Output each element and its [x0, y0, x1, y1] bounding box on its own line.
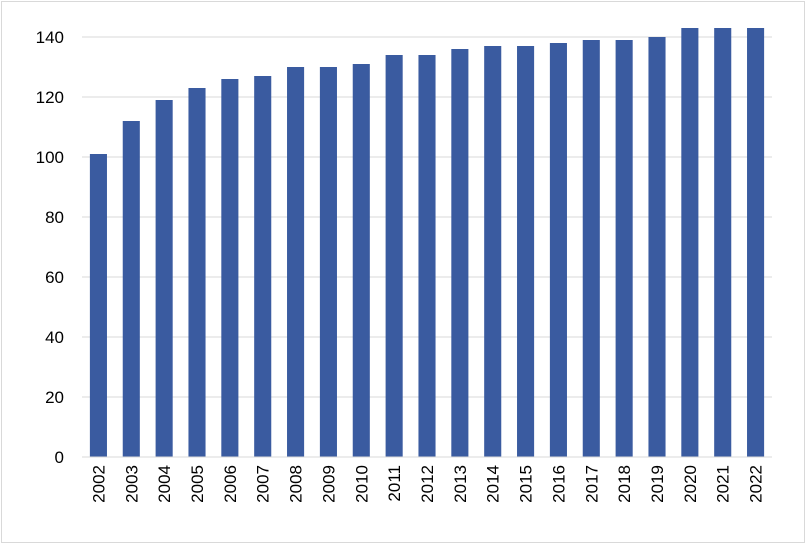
x-tick-label: 2003 — [122, 465, 141, 503]
y-tick-label: 20 — [45, 388, 64, 407]
x-axis-ticks: 2002 2003 2004 2005 2006 2007 2008 2009 2010 2011… — [89, 465, 765, 503]
bar-2009 — [319, 67, 337, 457]
bar-2012 — [418, 55, 436, 457]
x-tick-label: 2006 — [221, 465, 240, 503]
y-tick-label: 120 — [36, 88, 64, 107]
bar-2008 — [287, 67, 305, 457]
bar-2006 — [221, 79, 239, 457]
bar-2017 — [582, 40, 600, 457]
x-tick-label: 2018 — [615, 465, 634, 503]
bar-2022 — [747, 28, 765, 457]
x-tick-label: 2020 — [681, 465, 700, 503]
x-tick-label: 2009 — [319, 465, 338, 503]
bar-2021 — [714, 28, 732, 457]
y-tick-label: 60 — [45, 268, 64, 287]
bar-2004 — [155, 100, 173, 457]
x-tick-label: 2016 — [549, 465, 568, 503]
x-tick-label: 2015 — [517, 465, 536, 503]
x-tick-label: 2012 — [418, 465, 437, 503]
x-tick-label: 2010 — [352, 465, 371, 503]
x-tick-label: 2021 — [714, 465, 733, 503]
x-tick-label: 2004 — [155, 465, 174, 503]
x-tick-label: 2008 — [287, 465, 306, 503]
x-tick-label: 2017 — [582, 465, 601, 503]
bar-2016 — [549, 43, 567, 457]
x-tick-label: 2011 — [385, 465, 404, 502]
bar-2015 — [517, 46, 535, 457]
x-tick-label: 2022 — [747, 465, 766, 503]
bar-2011 — [385, 55, 403, 457]
y-tick-label: 100 — [36, 148, 64, 167]
bar-2019 — [648, 37, 666, 457]
x-tick-label: 2013 — [451, 465, 470, 503]
x-tick-label: 2002 — [89, 465, 108, 503]
bar-2005 — [188, 88, 206, 457]
x-tick-label: 2019 — [648, 465, 667, 503]
x-tick-label: 2005 — [188, 465, 207, 503]
bar-2010 — [352, 64, 370, 457]
bar-2013 — [451, 49, 469, 457]
bar-2007 — [254, 76, 272, 457]
y-tick-label: 40 — [45, 328, 64, 347]
y-axis-ticks: 0 20 40 60 80 100 120 140 — [36, 28, 64, 467]
y-tick-label: 140 — [36, 28, 64, 47]
bar-2002 — [89, 154, 107, 457]
bars — [89, 28, 765, 457]
y-tick-label: 0 — [55, 448, 64, 467]
bar-2018 — [615, 40, 633, 457]
bar-2020 — [681, 28, 699, 457]
bar-2003 — [122, 121, 140, 457]
y-tick-label: 80 — [45, 208, 64, 227]
x-tick-label: 2014 — [484, 465, 503, 503]
x-tick-label: 2007 — [254, 465, 273, 503]
bar-2014 — [484, 46, 502, 457]
